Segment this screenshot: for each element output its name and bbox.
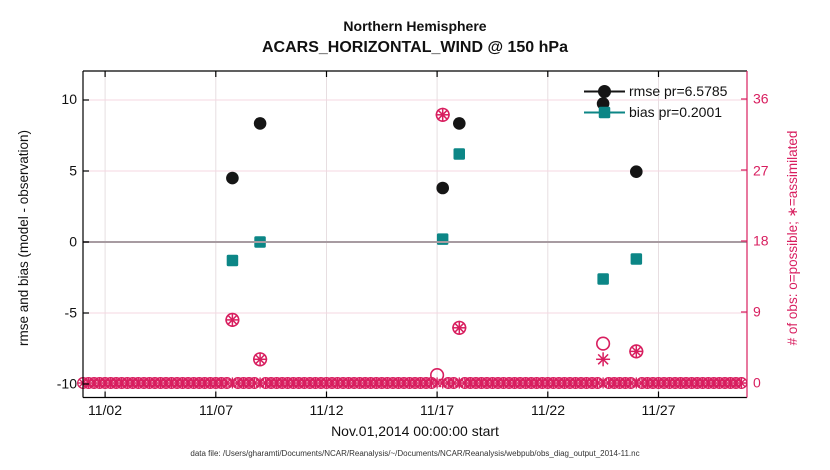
x-axis-label: Nov.01,2014 00:00:00 start [331, 423, 499, 439]
x-tick-1117: 11/17 [420, 402, 454, 418]
right-tick-labels: 36 27 18 9 0 [753, 91, 769, 391]
x-tick-1112: 11/12 [310, 402, 344, 418]
x-tick-1127: 11/27 [642, 402, 676, 418]
legend: rmse pr=6.5785 bias pr=0.2001 [584, 83, 728, 120]
left-tick-5: 5 [69, 163, 77, 179]
right-tick-27: 27 [753, 163, 769, 179]
legend-rmse-label: rmse pr=6.5785 [629, 83, 728, 99]
obs-baseline-band [77, 377, 748, 389]
right-tick-0: 0 [753, 375, 761, 391]
legend-rmse-marker-icon [598, 85, 611, 98]
legend-bias-marker-icon [598, 106, 611, 119]
plot-title-line2: ACARS_HORIZONTAL_WIND @ 150 hPa [262, 39, 568, 56]
right-tick-36: 36 [753, 91, 769, 107]
rmse-points [226, 97, 643, 195]
left-axis-label: rmse and bias (model - observation) [16, 130, 31, 346]
x-tick-labels: 11/02 11/07 11/12 11/17 11/22 11/27 [88, 402, 676, 418]
left-tick-10: 10 [61, 91, 77, 107]
left-tick-labels: 10 5 0 -5 -10 [57, 91, 77, 392]
bias-points [226, 148, 643, 285]
x-tick-1122: 11/22 [531, 402, 565, 418]
plot-title-line1: Northern Hemisphere [343, 18, 486, 34]
left-tick-m10: -10 [57, 376, 77, 392]
obs-count-points [225, 107, 644, 383]
left-tick-m5: -5 [65, 305, 78, 321]
left-tick-0: 0 [69, 234, 77, 250]
x-tick-1102: 11/02 [88, 402, 122, 418]
right-tick-9: 9 [753, 304, 761, 320]
right-tick-18: 18 [753, 233, 769, 249]
legend-bias-label: bias pr=0.2001 [629, 104, 722, 120]
x-tick-1107: 11/07 [199, 402, 233, 418]
right-axis-label: # of obs: o=possible; ∗=assimilated [785, 131, 800, 346]
data-file-caption: data file: /Users/gharamti/Documents/NCA… [190, 449, 639, 458]
tick-marks [83, 71, 747, 398]
axes-spines [82, 70, 748, 399]
